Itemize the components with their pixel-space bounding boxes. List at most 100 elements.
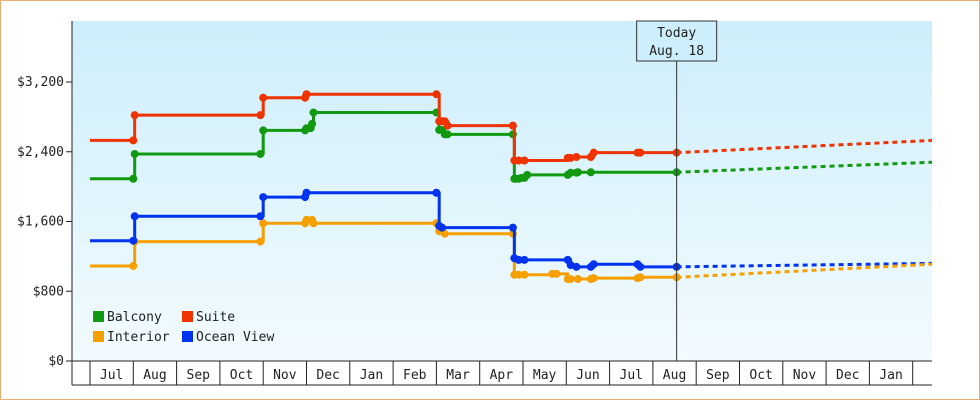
x-tick-label: Apr [490,368,514,383]
y-axis: $0 $800 $1,600 $2,400 $3,200 [17,21,73,369]
data-point-interior [129,261,138,270]
legend-item-balcony: Balcony [93,310,162,325]
series-ocean-view [90,188,681,271]
x-tick-label: Jul [620,368,643,383]
legend-swatch-balcony [93,311,104,322]
x-tick-label: Jan [879,368,902,383]
data-point-ocean-view [302,188,311,197]
data-point-balcony [523,170,532,179]
today-label: Today [657,26,696,41]
today-box [636,20,718,62]
data-point-balcony [309,108,318,117]
legend-label-ocean-view: Ocean View [196,330,274,345]
x-tick-label: Nov [793,368,817,383]
data-point-ocean-view [508,223,517,232]
data-point-interior [552,269,561,278]
x-tick-label: Feb [403,368,427,383]
data-point-suite [432,90,441,99]
data-point-balcony [308,119,317,128]
series-layer [90,90,681,284]
data-point-balcony [256,149,265,158]
x-tick-label: Jan [360,368,383,383]
y-tick-label: $0 [48,354,64,369]
data-point-interior [302,215,311,224]
data-point-ocean-view [636,262,645,271]
legend-item-ocean-view: Ocean View [182,330,274,345]
x-tick-label: Aug [143,368,166,383]
data-point-suite [520,156,529,165]
y-tick-label: $800 [33,284,64,299]
y-tick-label: $3,200 [17,75,64,90]
data-point-suite [130,111,139,120]
data-point-balcony [586,168,595,177]
legend-label-suite: Suite [196,310,235,325]
data-point-suite [514,156,523,165]
data-point-ocean-view [256,212,265,221]
x-axis: Jul Aug Sep Oct Nov Dec Jan Feb Mar Apr May Jun Jul A… [71,360,932,386]
x-tick-label: May [533,368,557,383]
data-point-interior [636,273,645,282]
data-point-suite [508,121,517,130]
data-point-suite [572,153,581,161]
data-point-interior [309,219,318,228]
data-point-ocean-view [514,255,523,264]
data-point-balcony [259,126,268,135]
data-point-balcony [443,130,452,139]
legend-item-suite: Suite [182,310,235,325]
series-suite [90,90,681,165]
data-point-interior [589,274,598,283]
x-tick-label: Sep [187,368,211,383]
data-point-suite [302,90,311,99]
y-tick-label: $2,400 [17,145,64,160]
data-point-interior [514,270,523,279]
legend-swatch-suite [182,311,193,322]
plot-background [72,21,932,361]
data-point-interior [256,237,265,246]
data-point-ocean-view [589,260,598,269]
data-point-interior [259,219,268,228]
today-marker: Today Aug. 18 [636,20,718,361]
legend-swatch-ocean-view [182,331,193,342]
legend: Balcony Suite Interior Ocean View [93,310,274,345]
x-tick-label: Dec [316,368,339,383]
data-point-ocean-view [437,223,446,232]
data-point-ocean-view [572,262,581,271]
data-point-balcony [129,174,138,183]
x-tick-label: Mar [446,368,470,383]
x-tick-label: Oct [230,368,253,383]
x-tick-label: Oct [749,368,772,383]
data-point-ocean-view [259,193,268,202]
data-point-interior [520,270,529,279]
legend-swatch-interior [93,331,104,342]
x-tick-label: Sep [706,368,730,383]
forecast-line-interior [676,262,933,279]
data-point-balcony [573,168,582,177]
x-tick-label: Jun [576,368,599,383]
x-tick-label: Aug [663,368,686,383]
data-point-suite [589,148,598,157]
data-point-ocean-view [130,212,139,221]
data-point-ocean-view [129,236,138,245]
data-point-interior [573,275,582,284]
data-point-suite [636,148,645,157]
data-point-suite [259,93,268,102]
legend-label-interior: Interior [107,330,170,345]
legend-label-balcony: Balcony [107,310,162,325]
x-tick-label: Dec [836,368,859,383]
y-tick-label: $1,600 [17,215,64,230]
forecast-layer [676,138,933,279]
data-point-ocean-view [520,255,529,264]
data-point-balcony [130,149,139,158]
x-tick-label: Nov [273,368,297,383]
series-interior [90,215,681,284]
forecast-line-ocean-view [676,261,933,269]
forecast-line-suite [676,138,933,155]
data-point-interior [566,275,575,284]
data-point-suite [129,136,138,145]
today-date: Aug. 18 [649,44,704,59]
series-balcony [90,108,681,183]
x-tick-label: Jul [100,368,123,383]
data-point-suite [256,111,265,120]
